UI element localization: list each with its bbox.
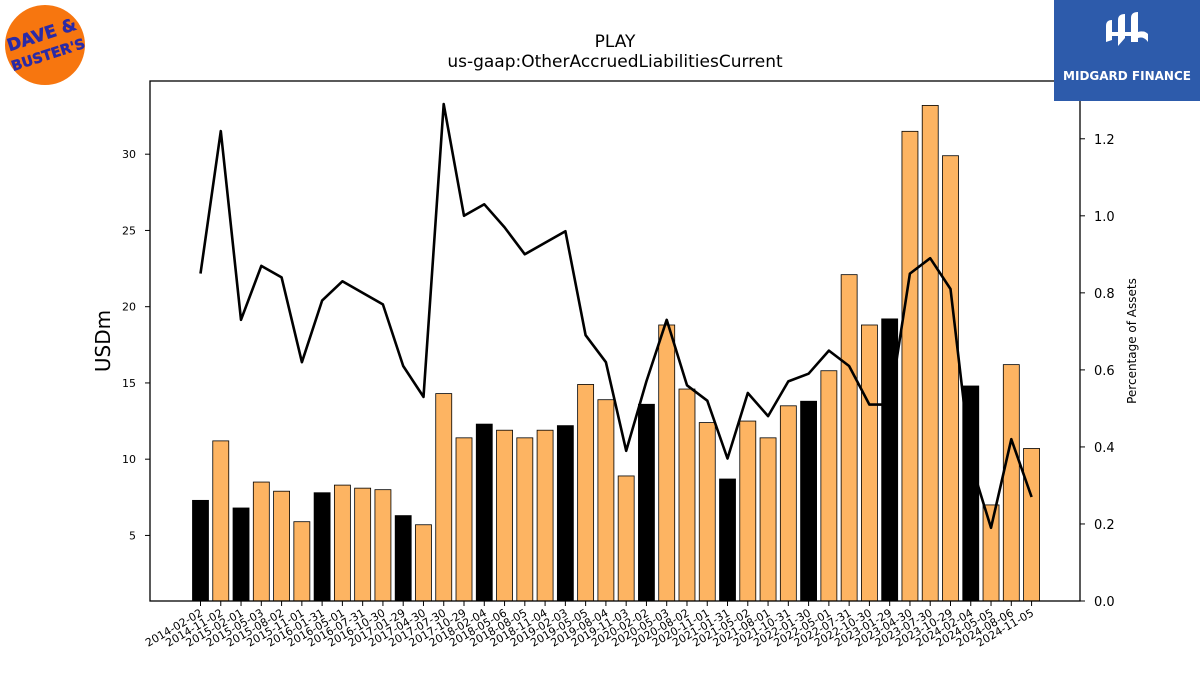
- y2-tick-label: 0.8: [1094, 287, 1115, 302]
- bar-2016-07-31: [354, 487, 372, 602]
- bar-2022-01-30: [800, 400, 817, 602]
- bar-2021-08-01: [759, 437, 777, 602]
- bar-2014-02-02: [192, 499, 209, 602]
- bar-2017-07-30: [435, 393, 453, 602]
- y2-tick-label: 0.4: [1094, 441, 1115, 456]
- bar-2018-11-04: [536, 429, 554, 602]
- y-axis-label: USDm: [91, 310, 115, 372]
- bar-2017-10-29: [455, 437, 473, 602]
- bar-2023-04-30: [901, 130, 919, 602]
- y-tick-label: 5: [129, 529, 136, 542]
- bar-2024-05-05: [982, 504, 1000, 602]
- bar-2014-11-02: [212, 440, 230, 602]
- bar-2016-05-01: [333, 484, 351, 602]
- bar-2015-05-03: [252, 481, 270, 602]
- bar-2015-11-01: [293, 521, 311, 602]
- bar-2015-02-01: [232, 507, 250, 602]
- bar-2021-01-31: [719, 478, 736, 602]
- y-tick-label: 20: [122, 301, 136, 314]
- bar-2024-11-05: [1023, 448, 1040, 602]
- bar-2023-07-30: [921, 104, 939, 602]
- plot-frame: [149, 80, 1081, 602]
- bar-2018-08-05: [516, 437, 534, 602]
- bar-2019-11-03: [617, 475, 635, 602]
- midgard-emblem-icon: [1106, 12, 1148, 46]
- dave-and-busters-logo: DAVE & BUSTER'S: [4, 4, 87, 86]
- y-tick-label: 30: [122, 148, 136, 161]
- bar-2018-02-04: [475, 423, 493, 602]
- bar-2020-05-03: [658, 324, 676, 602]
- midgard-finance-wordmark: MIDGARD FINANCE: [1063, 69, 1191, 83]
- bar-2022-05-01: [820, 370, 838, 602]
- chart-title: PLAY: [594, 32, 636, 52]
- bar-2020-11-01: [698, 422, 716, 602]
- y2-tick-label: 0.2: [1094, 518, 1115, 533]
- bar-2021-05-02: [739, 420, 757, 602]
- y-tick-label: 10: [122, 453, 136, 466]
- bar-2023-10-29: [942, 155, 959, 602]
- y2-axis-label: Percentage of Assets: [1125, 278, 1139, 404]
- y2-tick-label: 0.6: [1094, 364, 1115, 379]
- y2-tick-label: 0.0: [1094, 595, 1115, 610]
- bar-2017-01-29: [394, 515, 412, 602]
- y2-tick-label: 1.2: [1094, 133, 1115, 148]
- bar-2022-10-30: [861, 324, 878, 602]
- bar-2019-02-03: [556, 425, 574, 602]
- bar-2015-08-02: [273, 490, 290, 602]
- midgard-finance-logo: MIDGARD FINANCE: [1054, 0, 1200, 101]
- bar-2024-08-06: [1002, 364, 1020, 602]
- bar-2016-01-31: [313, 492, 331, 602]
- bar-2019-05-05: [577, 384, 595, 602]
- pct-assets-line: [199, 102, 1033, 530]
- bar-2021-10-31: [779, 405, 797, 602]
- y-tick-label: 15: [122, 377, 136, 390]
- bar-2022-07-31: [840, 274, 858, 602]
- y2-tick-label: 1.0: [1094, 210, 1115, 225]
- bar-2019-08-04: [597, 399, 615, 602]
- y-tick-label: 25: [122, 224, 136, 237]
- bar-2020-08-02: [678, 388, 696, 602]
- chart-subtitle: us-gaap:OtherAccruedLiabilitiesCurrent: [447, 52, 783, 72]
- bar-2017-04-30: [415, 524, 432, 602]
- bar-2018-05-06: [496, 429, 513, 602]
- bar-2016-10-30: [374, 489, 392, 602]
- bar-2020-02-02: [638, 403, 655, 602]
